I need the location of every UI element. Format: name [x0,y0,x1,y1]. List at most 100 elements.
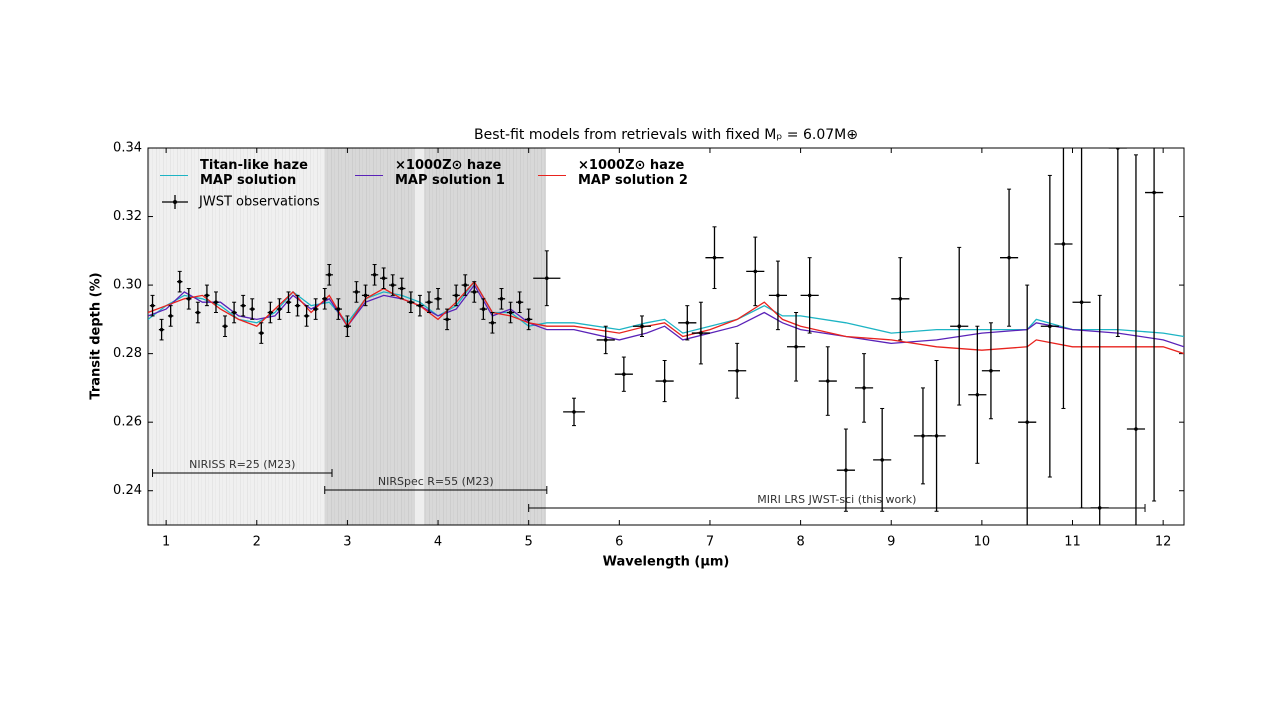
legend-label: Titan-like haze MAP solution [200,158,308,188]
observation-point [1061,242,1066,246]
observation-point [753,269,758,274]
observation-point [250,307,255,311]
y-axis-label: Transit depth (%) [89,272,104,399]
observation-point [640,324,644,329]
observation-point [214,300,218,305]
observation-point [898,297,903,301]
shade [424,148,546,525]
observation-point [241,303,245,308]
observation-point [232,310,236,315]
observation-point [735,368,739,373]
annotation: NIRISS R=25 (M23) [189,458,295,471]
observation-point [399,286,404,291]
observation-point [862,386,866,390]
x-tick-label: 5 [525,535,533,550]
chart-title: Best-fit models from retrievals with fix… [474,127,858,143]
x-tick-label: 6 [615,535,623,550]
observation-point [277,307,282,311]
observation-point [1025,420,1029,424]
observation-point [295,303,300,308]
observation-point [1048,324,1052,329]
observation-point [418,303,422,308]
annotation: MIRI LRS JWST-sci (this work) [757,493,916,506]
x-tick-label: 11 [1064,535,1081,550]
x-axis-label: Wavelength (μm) [603,555,730,570]
legend-label: JWST observations [198,195,320,210]
observation-point [336,307,341,311]
x-tick-label: 1 [162,535,170,550]
observation-point [508,310,513,315]
observation-point [427,300,431,305]
observation-point [322,297,327,301]
observation-point [794,344,798,349]
shade [325,148,415,525]
x-tick-label: 3 [343,535,351,550]
observation-point [807,293,812,298]
legend-marker [173,200,177,204]
x-tick-label: 12 [1155,535,1172,550]
observation-point [205,293,209,298]
observation-point [622,372,626,377]
y-tick-label: 0.32 [113,209,142,224]
observation-point [776,293,780,298]
observation-point [880,458,884,462]
spectrum-background [148,148,546,525]
observation-point [1116,148,1120,150]
x-tick-label: 9 [887,535,895,550]
observation-point [1134,427,1138,431]
observation-point [921,434,925,438]
x-tick-label: 8 [796,535,804,550]
observation-point [463,283,468,287]
legend-swatch [160,175,188,176]
x-tick-label: 7 [706,535,714,550]
observation-point [844,468,848,472]
observation-point [223,324,227,329]
observation-point [699,331,703,335]
observation-point [662,379,667,383]
observation-point [685,320,690,325]
y-tick-label: 0.30 [113,278,142,293]
observation-point [517,300,522,305]
legend-swatch [538,175,566,176]
observation-point [268,310,273,315]
observation-point [354,290,359,294]
observation-point [409,300,413,305]
observation-point [975,392,980,397]
observation-point [150,303,155,308]
observation-point [545,276,549,281]
observation-point [454,293,458,298]
shade [148,148,328,525]
observation-point [445,317,449,322]
y-tick-label: 0.24 [113,483,142,498]
observation-point [327,273,332,277]
x-tick-label: 4 [434,535,442,550]
y-tick-label: 0.28 [113,346,142,361]
observation-point [436,297,440,301]
x-tick-label: 2 [253,535,261,550]
observation-point [572,410,576,414]
observation-point [526,317,531,322]
observation-point [481,307,486,311]
shade [424,148,546,525]
legend-label: ×1000Z⊙ haze MAP solution 2 [578,158,688,188]
legend-swatch [355,175,383,176]
observation-point [490,320,495,325]
legend-label: ×1000Z⊙ haze MAP solution 1 [395,158,505,188]
observation-point [934,434,939,438]
annotation: NIRSpec R=55 (M23) [378,475,494,488]
plot-area [148,148,1184,525]
observation-point [1152,190,1156,195]
y-tick-label: 0.34 [113,141,142,156]
observation-point [1079,300,1084,305]
observation-point [390,283,395,287]
y-tick-label: 0.26 [113,415,142,430]
observation-point [1007,255,1011,260]
observation-point [381,276,386,281]
observation-point [989,368,993,373]
observation-point [196,310,200,315]
observation-point [345,324,350,329]
x-tick-label: 10 [974,535,991,550]
observation-point [159,327,164,332]
